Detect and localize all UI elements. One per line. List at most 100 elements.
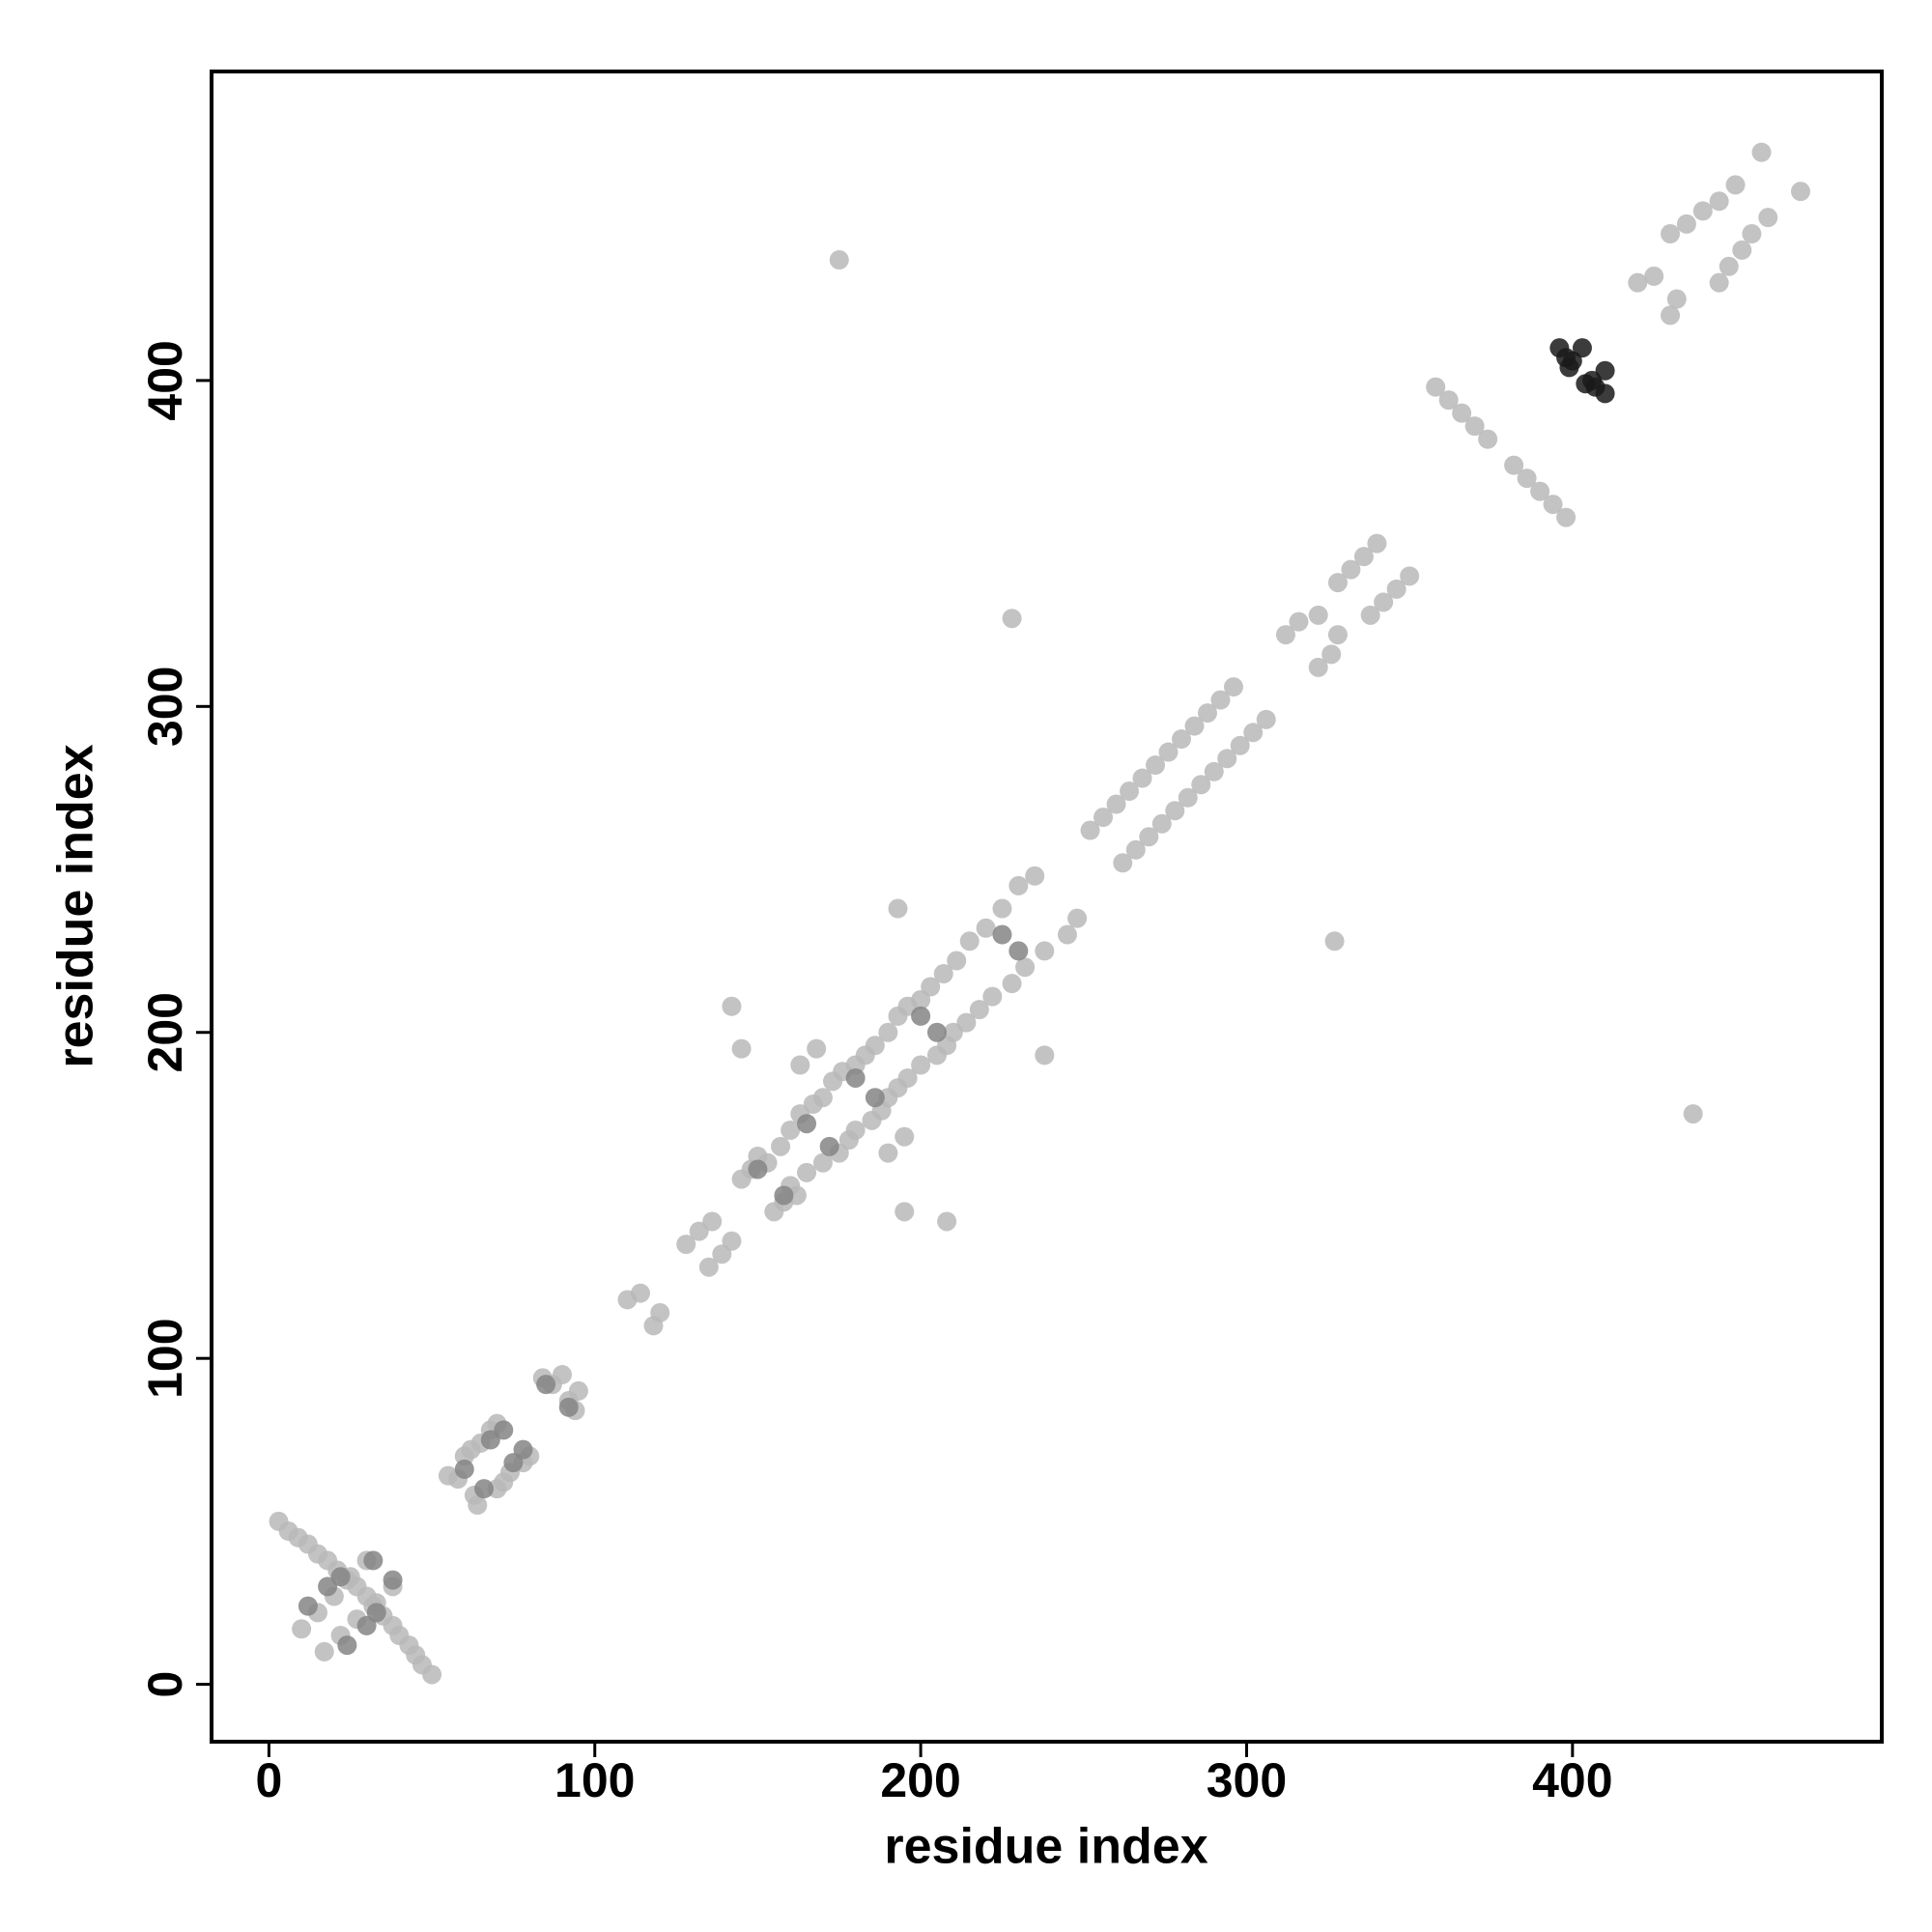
point	[650, 1302, 670, 1322]
point	[878, 1022, 898, 1042]
point	[956, 1012, 977, 1033]
point	[1374, 592, 1394, 612]
point	[1676, 213, 1696, 234]
point	[337, 1635, 357, 1656]
point	[676, 1235, 696, 1255]
point	[1035, 1045, 1055, 1065]
point	[1661, 305, 1681, 326]
point	[1132, 768, 1152, 788]
point	[1478, 429, 1498, 449]
point	[947, 951, 967, 971]
point	[845, 1067, 866, 1088]
point	[536, 1375, 556, 1395]
point	[1327, 573, 1348, 593]
y-axis-title: residue index	[48, 744, 104, 1067]
point	[1790, 182, 1810, 202]
point	[1080, 820, 1100, 840]
point	[1517, 469, 1537, 489]
point	[937, 1211, 957, 1232]
point	[722, 996, 742, 1016]
point	[1025, 866, 1045, 886]
x-tick-label: 100	[554, 1753, 635, 1807]
point	[1146, 755, 1166, 776]
point	[895, 1202, 915, 1222]
point	[1709, 272, 1729, 293]
point	[878, 1143, 898, 1163]
point	[1172, 729, 1192, 750]
point	[1243, 723, 1264, 743]
point	[829, 250, 849, 270]
point	[314, 1641, 334, 1662]
point	[933, 964, 953, 984]
point	[926, 1022, 947, 1042]
point	[1438, 390, 1459, 411]
point	[1204, 761, 1224, 781]
point	[1595, 360, 1615, 381]
point	[1230, 735, 1250, 755]
point	[1009, 875, 1029, 895]
point	[1719, 256, 1739, 276]
point	[1742, 224, 1762, 244]
point	[1015, 957, 1036, 978]
y-tick-label: 200	[138, 992, 192, 1072]
point	[1151, 813, 1172, 834]
point	[1113, 853, 1133, 873]
point	[1035, 941, 1055, 961]
point	[1400, 566, 1420, 586]
point	[1067, 908, 1088, 928]
point	[298, 1596, 318, 1616]
point	[474, 1479, 495, 1499]
point	[1732, 240, 1752, 260]
point	[1191, 775, 1211, 795]
point	[865, 1088, 885, 1108]
point	[1644, 266, 1664, 286]
point	[1661, 224, 1681, 244]
point	[812, 1152, 833, 1173]
point	[568, 1380, 588, 1401]
point	[1125, 839, 1146, 860]
point	[1106, 794, 1126, 814]
x-axis-title: residue index	[884, 1819, 1208, 1875]
point	[1094, 808, 1114, 828]
point	[1158, 742, 1179, 762]
point	[1452, 403, 1472, 423]
point	[888, 898, 908, 919]
point	[1692, 201, 1713, 221]
point	[480, 1430, 500, 1450]
x-tick-label: 0	[255, 1753, 282, 1807]
point	[1341, 559, 1361, 580]
point	[1426, 377, 1446, 397]
point	[1289, 611, 1309, 632]
point	[1210, 690, 1231, 710]
point	[1628, 272, 1648, 293]
point	[992, 898, 1012, 919]
point	[383, 1570, 403, 1590]
point	[1223, 677, 1243, 697]
point	[461, 1439, 481, 1460]
point	[454, 1459, 474, 1479]
point	[1120, 781, 1140, 802]
point	[797, 1162, 817, 1182]
point	[330, 1567, 351, 1587]
point	[1572, 338, 1592, 358]
point	[1666, 289, 1687, 309]
x-tick-label: 300	[1207, 1753, 1287, 1807]
x-tick-label: 400	[1532, 1753, 1612, 1807]
point	[1543, 495, 1563, 515]
point	[781, 1120, 801, 1140]
point	[558, 1397, 579, 1417]
point	[1217, 749, 1237, 769]
point	[819, 1136, 839, 1156]
point	[1308, 605, 1328, 625]
point	[1256, 709, 1276, 729]
point	[812, 1088, 833, 1108]
point	[1165, 801, 1185, 821]
x-tick-label: 200	[880, 1753, 960, 1807]
point	[790, 1055, 810, 1075]
point	[363, 1550, 384, 1571]
point	[731, 1038, 752, 1059]
point	[1709, 191, 1729, 212]
point	[1353, 547, 1374, 567]
point	[1197, 703, 1217, 724]
